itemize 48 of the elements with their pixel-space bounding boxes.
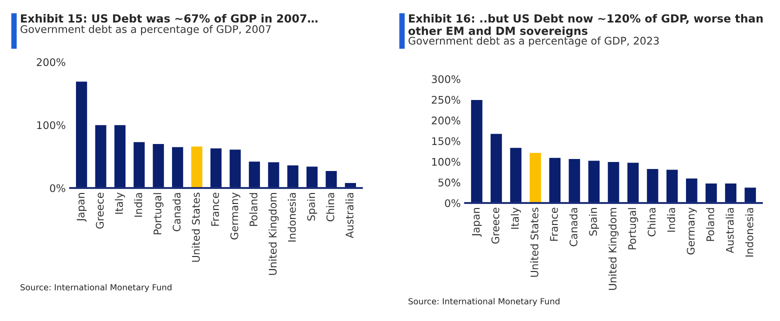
y-tick-label: 300% xyxy=(432,75,460,84)
x-tick-label: Canada xyxy=(569,208,578,246)
x-tick-label: Italy xyxy=(114,192,125,214)
chart-title: Exhibit 15: US Debt was ~67% of GDP in 2007… xyxy=(21,14,318,23)
bar xyxy=(190,145,204,188)
x-tick-label: Australia xyxy=(345,193,354,238)
x-tick-label: United States xyxy=(530,208,538,277)
source-note: Source: International Monetary Fund xyxy=(408,298,560,306)
bar xyxy=(528,151,542,203)
x-tick-label: Greece xyxy=(96,192,104,229)
x-tick-label: Germany xyxy=(686,207,697,254)
x-tick-label: United States xyxy=(192,192,200,262)
source-note: Source: International Monetary Fund xyxy=(20,284,172,292)
y-tick-label: 0% xyxy=(444,199,460,208)
y-tick-label: 200% xyxy=(36,58,66,66)
x-tick-label: Poland xyxy=(249,193,258,226)
chart-title: Exhibit 16: ..but US Debt now ~120% of GDP, worse than other EM and DM sovereigns xyxy=(408,14,763,38)
chart-subtitle: Government debt as a percentage of GDP, 2007 xyxy=(20,25,271,36)
x-tick-label: India xyxy=(667,208,676,232)
y-tick-label: 100% xyxy=(432,158,460,166)
x-tick-label: Indonesia xyxy=(745,208,754,257)
x-tick-label: Canada xyxy=(172,193,181,232)
x-tick-label: United Kingdom xyxy=(268,193,279,275)
y-tick-label: 200% xyxy=(432,116,460,124)
y-tick-label: 100% xyxy=(37,121,66,130)
x-tick-label: Japan xyxy=(472,208,482,237)
x-tick-label: Spain xyxy=(307,193,318,221)
y-tick-label: 250% xyxy=(432,96,460,104)
y-tick-label: 150% xyxy=(432,137,460,146)
x-tick-label: China xyxy=(648,208,656,236)
x-tick-label: Poland xyxy=(706,208,714,241)
x-tick-label: Italy xyxy=(510,207,521,229)
x-tick-label: Portugal xyxy=(153,193,164,234)
x-tick-label: India xyxy=(134,193,142,217)
x-tick-label: Germany xyxy=(230,192,240,240)
x-tick-label: Spain xyxy=(588,208,599,236)
x-tick-label: Greece xyxy=(491,208,500,244)
x-tick-label: France xyxy=(211,192,220,226)
x-tick-label: China xyxy=(326,193,334,222)
x-tick-label: France xyxy=(550,208,558,241)
y-tick-label: 50% xyxy=(438,178,460,186)
x-tick-label: Japan xyxy=(76,193,87,222)
x-tick-label: United Kingdom xyxy=(608,208,619,290)
x-tick-label: Portugal xyxy=(628,208,638,250)
y-tick-label: 0% xyxy=(50,184,66,192)
x-tick-label: Australia xyxy=(726,208,734,254)
x-tick-label: Indonesia xyxy=(288,193,296,242)
chart-subtitle: Government debt as a percentage of GDP, 2023 xyxy=(408,36,659,47)
